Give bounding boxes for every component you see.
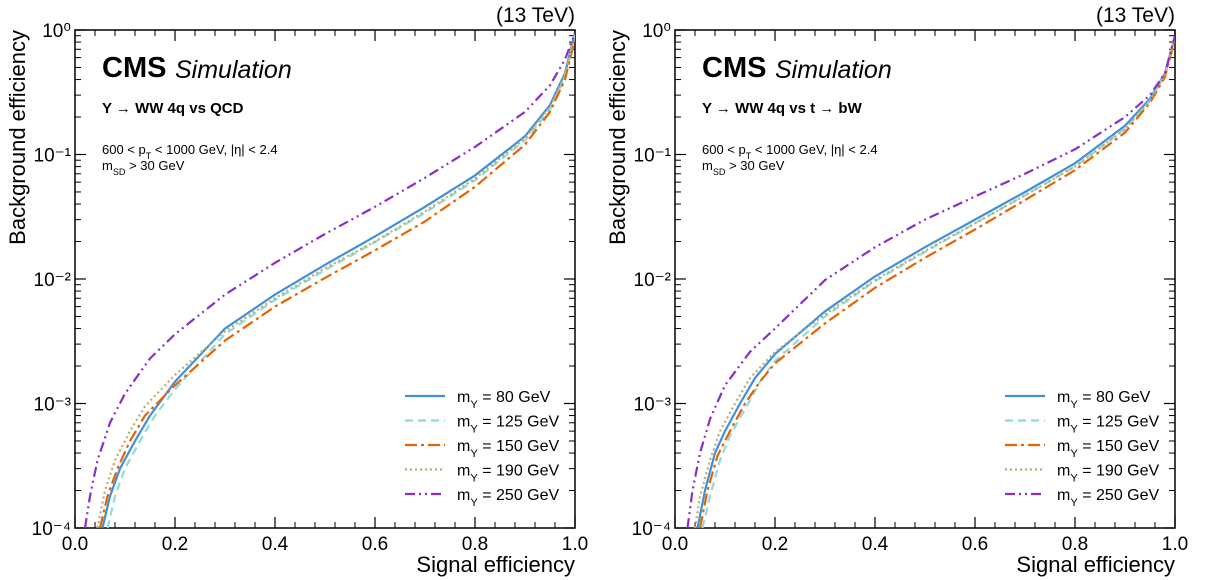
series-line [696,35,1175,528]
x-tick-label: 0.0 [662,534,688,555]
energy-label: (13 TeV) [1096,4,1175,27]
x-tick-label: 0.2 [762,534,788,555]
process-label: Y → WW 4q vs QCD [102,100,244,117]
right-panel: 0.0 0.2 0.4 0.6 0.8 1.0 10⁻⁴ 10⁻³ 10⁻² 10⁻¹ 10⁰ Sig… [605,4,1188,577]
left-panel: 0.0 0.2 0.4 0.6 0.8 1.0 10⁻⁴ 10⁻³ 10⁻² 10⁻¹ 10⁰ Sig… [5,4,588,577]
kinematic-cut-label: 600 < pT < 1000 GeV, |η| < 2.4 [702,142,878,161]
x-axis-label: Signal efficiency [1016,552,1175,577]
legend-label: mY = 80 GeV [457,389,551,411]
x-tick-label: 0.0 [62,534,88,555]
legend-label: mY = 125 GeV [457,414,560,436]
legend-label: mY = 80 GeV [1057,389,1151,411]
series-line [698,38,1175,528]
x-tick-label: 0.4 [262,534,289,555]
y-tick-label: 10⁰ [642,21,671,42]
y-tick-label: 10⁻¹ [34,146,72,167]
y-tick-label: 10⁻³ [634,395,672,416]
legend-label: mY = 125 GeV [1057,414,1160,436]
y-axis-label: Background efficiency [605,30,630,245]
y-tick-label: 10⁻³ [34,395,72,416]
kinematic-cut-label: 600 < pT < 1000 GeV, |η| < 2.4 [102,142,278,161]
mass-cut-label: mSD > 30 GeV [702,158,785,177]
cms-label: CMS [702,52,766,84]
legend-label: mY = 250 GeV [1057,487,1160,509]
y-tick-label: 10⁻⁴ [632,519,671,540]
x-tick-label: 0.8 [1062,534,1088,555]
simulation-label: Simulation [175,56,292,84]
series-line [686,35,1175,528]
y-tick-label: 10⁻¹ [634,146,672,167]
series-line [98,38,575,528]
series-line [101,32,575,528]
x-tick-label: 1.0 [562,534,588,555]
energy-label: (13 TeV) [496,4,575,27]
x-tick-label: 0.6 [962,534,988,555]
series-line [693,36,1175,528]
simulation-label: Simulation [775,56,892,84]
y-tick-label: 10⁻² [634,270,672,291]
legend-label: mY = 150 GeV [1057,438,1160,460]
y-tick-label: 10⁰ [42,21,71,42]
x-tick-label: 0.8 [462,534,488,555]
series-line [96,34,575,528]
x-axis-label: Signal efficiency [416,552,575,577]
process-label: Y → WW 4q vs t → bW [702,100,863,117]
cms-label: CMS [102,52,166,84]
legend-label: mY = 190 GeV [1057,463,1160,485]
x-tick-label: 0.6 [362,534,388,555]
legend-label: mY = 250 GeV [457,487,560,509]
mass-cut-label: mSD > 30 GeV [102,158,185,177]
y-axis-label: Background efficiency [5,30,30,245]
legend-label: mY = 190 GeV [457,463,560,485]
legend-label: mY = 150 GeV [457,438,560,460]
series-line [83,32,575,528]
x-tick-label: 0.4 [862,534,889,555]
y-tick-label: 10⁻² [34,270,72,291]
x-tick-label: 0.2 [162,534,188,555]
y-tick-label: 10⁻⁴ [32,519,71,540]
x-tick-label: 1.0 [1162,534,1188,555]
